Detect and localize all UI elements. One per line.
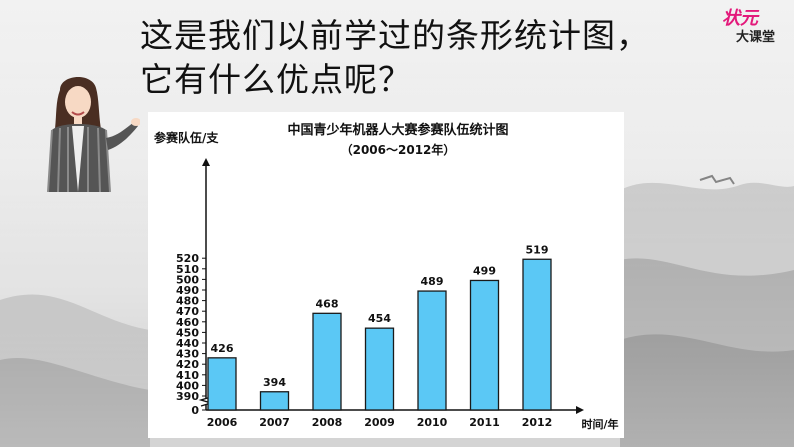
y-tick-label: 480 [176, 295, 199, 308]
bar-value-label: 468 [316, 297, 339, 310]
bar-2012 [522, 258, 552, 411]
y-tick-label: 510 [176, 263, 199, 276]
chart-subtitle: （2006～2012年） [341, 142, 456, 157]
x-tick-label: 2012 [522, 416, 553, 429]
bar-2007 [259, 391, 290, 411]
x-tick-label: 2008 [312, 416, 343, 429]
y-tick-label: 500 [176, 273, 199, 286]
bar-2011 [469, 279, 500, 411]
x-axis-label: 时间/年 [581, 417, 618, 431]
y-axis-label: 参赛队伍/支 [154, 130, 219, 145]
x-tick-label: 2007 [259, 416, 290, 429]
bar-value-label: 499 [473, 264, 496, 277]
x-tick-label: 2011 [469, 416, 500, 429]
brand-logo-bottom-text: 大课堂 [736, 30, 776, 45]
y-tick-label: 440 [176, 337, 199, 350]
y-tick-label: 490 [176, 284, 199, 297]
slide-title-line-2: 它有什么优点呢？ [140, 60, 412, 99]
chart-title: 中国青少年机器人大赛参赛队伍统计图 [287, 122, 508, 138]
y-tick-label: 470 [176, 305, 199, 318]
brand-logo-top-text: 状元 [722, 8, 758, 29]
y-tick-label: 410 [176, 369, 199, 382]
y-tick-label: 390 [176, 390, 199, 403]
bar-value-label: 519 [526, 243, 549, 256]
x-tick-label: 2010 [417, 416, 448, 429]
y-axis-arrow [202, 158, 210, 166]
brand-logo: 状元 大课堂 [706, 4, 790, 48]
y-tick-label: 460 [176, 316, 199, 329]
y-tick-label: 0 [191, 404, 199, 417]
bar-chart-panel: 中国青少年机器人大赛参赛队伍统计图 （2006～2012年） 参赛队伍/支 时间… [148, 112, 624, 438]
x-tick-label: 2006 [207, 416, 238, 429]
x-tick-label: 2009 [364, 416, 395, 429]
bar-value-label: 454 [368, 312, 391, 325]
y-tick-label: 520 [176, 252, 199, 265]
x-axis-arrow [576, 406, 584, 414]
slide-title: 这是我们以前学过的条形统计图， 它有什么优点呢？ [140, 14, 660, 102]
bar-value-label: 394 [263, 376, 286, 389]
y-tick-label: 450 [176, 326, 199, 339]
bar-value-label: 426 [211, 342, 234, 355]
bar-value-label: 489 [421, 275, 444, 288]
slide-title-line-1: 这是我们以前学过的条形统计图， [140, 16, 650, 55]
y-tick-label: 420 [176, 358, 199, 371]
bar-2009 [364, 327, 395, 411]
bar-2010 [417, 290, 447, 411]
bar-2006 [207, 357, 237, 411]
y-tick-label: 430 [176, 348, 199, 361]
bar-chart: 中国青少年机器人大赛参赛队伍统计图 （2006～2012年） 参赛队伍/支 时间… [154, 122, 619, 431]
plot-area: 0390400410420430440450460470480490500510… [176, 158, 584, 429]
teacher-illustration-icon [47, 76, 140, 192]
y-tick-label: 400 [176, 379, 199, 392]
bar-2008 [312, 312, 342, 411]
